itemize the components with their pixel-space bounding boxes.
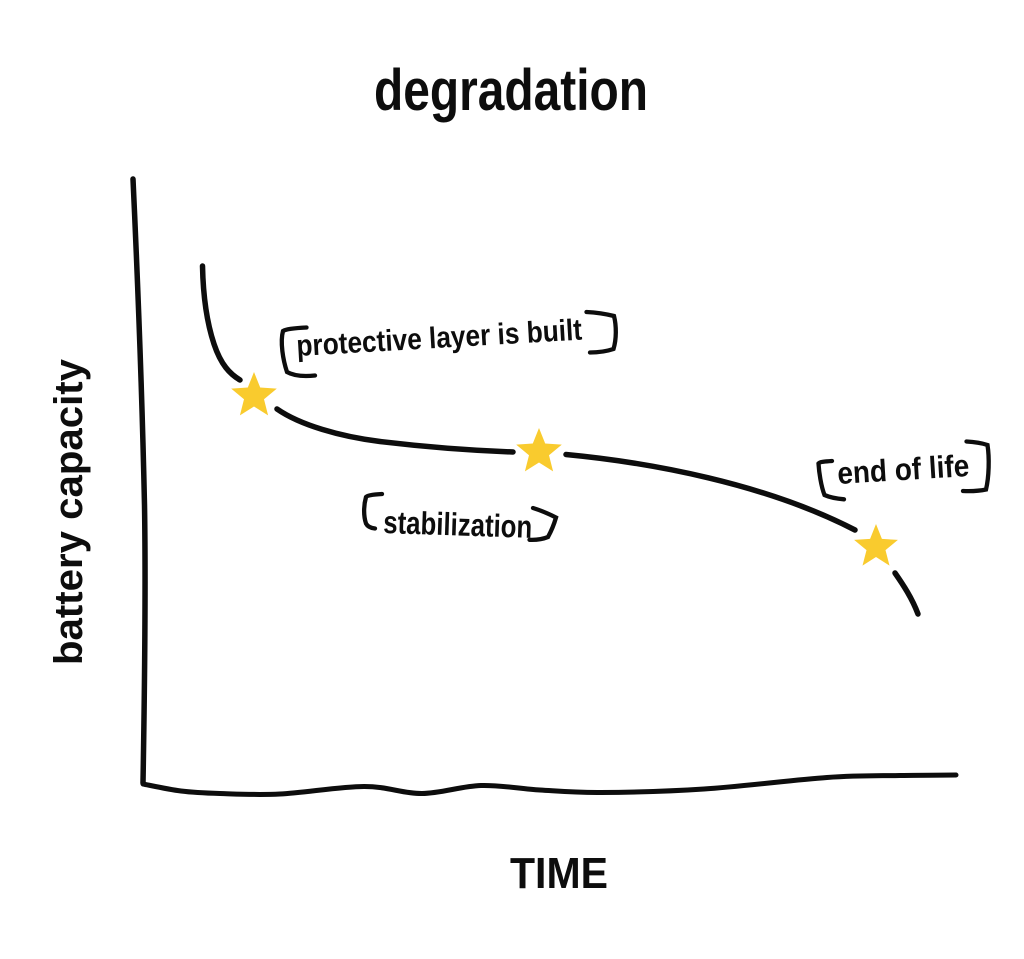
- svg-text:end of life: end of life: [836, 448, 970, 491]
- svg-text:battery capacity: battery capacity: [47, 358, 91, 665]
- svg-text:stabilization: stabilization: [383, 504, 533, 545]
- svg-text:degradation: degradation: [374, 58, 648, 123]
- svg-text:TIME: TIME: [510, 849, 608, 898]
